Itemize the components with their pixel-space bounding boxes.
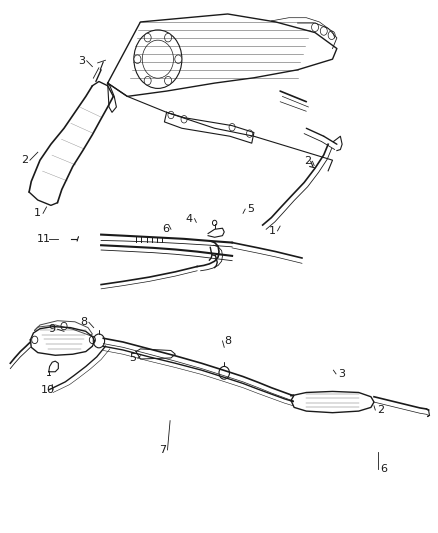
Text: 6: 6 xyxy=(380,464,387,473)
Circle shape xyxy=(89,336,95,344)
Text: 2: 2 xyxy=(304,156,311,166)
Circle shape xyxy=(165,76,172,85)
Circle shape xyxy=(32,336,38,344)
Text: 10: 10 xyxy=(41,385,55,395)
Text: 5: 5 xyxy=(129,353,136,363)
Text: 3: 3 xyxy=(78,56,85,66)
Circle shape xyxy=(181,116,187,123)
Text: 3: 3 xyxy=(338,369,345,379)
Circle shape xyxy=(320,27,327,35)
Text: 1: 1 xyxy=(34,208,41,219)
Circle shape xyxy=(175,55,182,63)
Circle shape xyxy=(168,111,174,119)
Circle shape xyxy=(328,31,335,39)
Circle shape xyxy=(165,34,172,42)
Text: 8: 8 xyxy=(80,317,87,327)
Text: 6: 6 xyxy=(162,224,169,235)
Text: 1: 1 xyxy=(269,226,276,236)
Text: 2: 2 xyxy=(377,405,384,415)
Text: 8: 8 xyxy=(224,336,231,346)
Circle shape xyxy=(247,130,253,138)
Text: 5: 5 xyxy=(247,204,254,214)
Circle shape xyxy=(229,124,235,131)
Text: 4: 4 xyxy=(186,214,193,224)
Circle shape xyxy=(311,23,318,31)
Text: 9: 9 xyxy=(49,324,56,334)
Text: 2: 2 xyxy=(21,155,28,165)
Circle shape xyxy=(144,76,151,85)
Circle shape xyxy=(144,34,151,42)
Circle shape xyxy=(61,322,67,330)
Text: 7: 7 xyxy=(159,445,166,455)
Text: 11: 11 xyxy=(36,234,50,244)
Circle shape xyxy=(212,220,217,225)
Circle shape xyxy=(134,55,141,63)
